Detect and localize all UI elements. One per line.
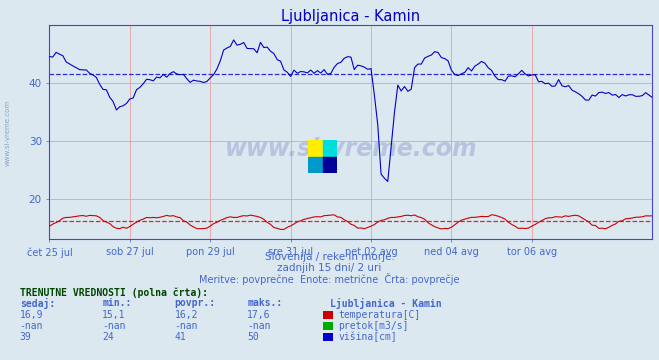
Text: 16,2: 16,2 <box>175 310 198 320</box>
Text: 17,6: 17,6 <box>247 310 271 320</box>
Bar <box>323 157 337 173</box>
Text: -nan: -nan <box>20 321 43 331</box>
Text: 16,9: 16,9 <box>20 310 43 320</box>
Text: višina[cm]: višina[cm] <box>338 332 397 342</box>
Text: povpr.:: povpr.: <box>175 298 215 308</box>
Text: -nan: -nan <box>175 321 198 331</box>
Bar <box>308 157 323 173</box>
Text: 39: 39 <box>20 332 32 342</box>
Text: 15,1: 15,1 <box>102 310 126 320</box>
Text: min.:: min.: <box>102 298 132 308</box>
Text: www.si-vreme.com: www.si-vreme.com <box>225 138 477 161</box>
Text: 24: 24 <box>102 332 114 342</box>
Text: Meritve: povprečne  Enote: metrične  Črta: povprečje: Meritve: povprečne Enote: metrične Črta:… <box>199 273 460 285</box>
Text: Slovenija / reke in morje.: Slovenija / reke in morje. <box>264 252 395 262</box>
Text: maks.:: maks.: <box>247 298 282 308</box>
Title: Ljubljanica - Kamin: Ljubljanica - Kamin <box>281 9 420 24</box>
Bar <box>323 140 337 157</box>
Text: temperatura[C]: temperatura[C] <box>338 310 420 320</box>
Text: Ljubljanica - Kamin: Ljubljanica - Kamin <box>330 298 441 309</box>
Text: zadnjih 15 dni/ 2 uri: zadnjih 15 dni/ 2 uri <box>277 263 382 273</box>
Text: -nan: -nan <box>247 321 271 331</box>
Text: -nan: -nan <box>102 321 126 331</box>
Bar <box>308 140 323 157</box>
Text: TRENUTNE VREDNOSTI (polna črta):: TRENUTNE VREDNOSTI (polna črta): <box>20 287 208 298</box>
Text: pretok[m3/s]: pretok[m3/s] <box>338 321 409 331</box>
Text: www.si-vreme.com: www.si-vreme.com <box>5 100 11 166</box>
Text: sedaj:: sedaj: <box>20 298 55 309</box>
Text: 50: 50 <box>247 332 259 342</box>
Text: 41: 41 <box>175 332 186 342</box>
